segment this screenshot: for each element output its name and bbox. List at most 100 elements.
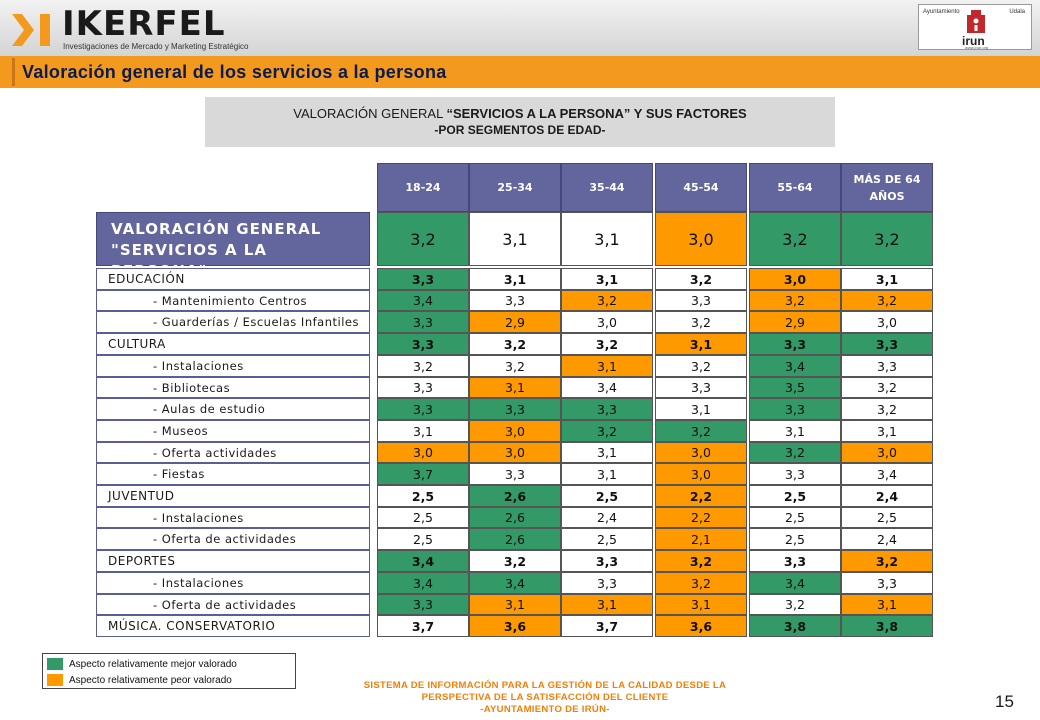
- value-cell: 3,4: [377, 290, 469, 311]
- overall-value-cell: 3,0: [655, 212, 747, 266]
- value-cell: 3,1: [841, 420, 933, 442]
- page-number: 15: [995, 692, 1014, 711]
- value-cell: 3,3: [377, 333, 469, 355]
- row-label: - Bibliotecas: [96, 377, 370, 398]
- row-label: - Instalaciones: [96, 572, 370, 594]
- value-cell: 2,9: [749, 311, 841, 333]
- column-header: 35-44: [561, 163, 653, 212]
- legend-swatch-orange: [47, 674, 63, 686]
- value-cell: 3,3: [377, 377, 469, 398]
- value-cell: 2,5: [841, 507, 933, 528]
- value-cell: 3,2: [841, 550, 933, 572]
- column-header: 18-24: [377, 163, 469, 212]
- value-cell: 3,0: [377, 442, 469, 463]
- value-cell: 3,1: [561, 442, 653, 463]
- value-cell: 3,3: [561, 572, 653, 594]
- legend-label-better: Aspecto relativamente mejor valorado: [69, 658, 237, 670]
- value-cell: 2,5: [561, 485, 653, 507]
- column-header-label: 18-24: [405, 181, 441, 194]
- value-cell: 2,5: [377, 507, 469, 528]
- value-cell: 3,2: [469, 355, 561, 377]
- value-cell: 3,2: [655, 572, 747, 594]
- value-cell: 3,1: [749, 420, 841, 442]
- row-label: - Aulas de estudio: [96, 398, 370, 420]
- irun-wordmark: irun: [962, 34, 985, 48]
- value-cell: 3,4: [377, 550, 469, 572]
- value-cell: 3,3: [749, 463, 841, 485]
- header-band: [0, 0, 1040, 56]
- footer-line1: SISTEMA DE INFORMACIÓN PARA LA GESTIÓN D…: [363, 680, 727, 691]
- subtitle-bold: “SERVICIOS A LA PERSONA” Y SUS FACTORES: [446, 106, 747, 121]
- footer-line3: -AYUNTAMIENTO DE IRÚN-: [480, 704, 610, 715]
- value-cell: 3,2: [655, 420, 747, 442]
- value-cell: 3,3: [841, 572, 933, 594]
- irun-label-left: Ayuntamiento: [923, 9, 960, 15]
- row-label: CULTURA: [96, 333, 370, 355]
- value-cell: 3,1: [561, 463, 653, 485]
- column-header: 55-64: [749, 163, 841, 212]
- value-cell: 2,4: [841, 528, 933, 550]
- value-cell: 3,3: [841, 333, 933, 355]
- value-cell: 2,6: [469, 485, 561, 507]
- value-cell: 3,2: [561, 420, 653, 442]
- value-cell: 3,0: [655, 463, 747, 485]
- overall-value-cell: 3,1: [469, 212, 561, 266]
- value-cell: 2,5: [561, 528, 653, 550]
- page-title: Valoración general de los servicios a la…: [22, 62, 447, 82]
- irun-label-right: Udala: [1009, 9, 1025, 15]
- value-cell: 3,3: [377, 594, 469, 615]
- value-cell: 2,5: [749, 528, 841, 550]
- subtitle-box: VALORACIÓN GENERAL “SERVICIOS A LA PERSO…: [205, 97, 835, 147]
- value-cell: 3,1: [841, 268, 933, 290]
- overall-value-cell: 3,1: [561, 212, 653, 266]
- value-cell: 2,2: [655, 485, 747, 507]
- value-cell: 3,0: [841, 442, 933, 463]
- irun-logo: Ayuntamiento Udala irun www.irun.org: [918, 4, 1032, 50]
- row-label: JUVENTUD: [96, 485, 370, 507]
- value-cell: 3,4: [561, 377, 653, 398]
- value-cell: 3,2: [655, 550, 747, 572]
- value-cell: 3,0: [841, 311, 933, 333]
- row-label: DEPORTES: [96, 550, 370, 572]
- ikerfel-tagline: Investigaciones de Mercado y Marketing E…: [63, 42, 249, 51]
- row-label: - Museos: [96, 420, 370, 442]
- row-label: - Instalaciones: [96, 355, 370, 377]
- value-cell: 3,2: [655, 268, 747, 290]
- overall-value-cell: 3,2: [377, 212, 469, 266]
- value-cell: 3,4: [749, 572, 841, 594]
- legend-item-better: Aspecto relativamente mejor valorado: [47, 657, 237, 671]
- value-cell: 3,1: [469, 594, 561, 615]
- column-header-label: MÁS DE 64: [853, 172, 921, 186]
- row-label: EDUCACIÓN: [96, 268, 370, 290]
- ikerfel-logo-text: IKERFEL: [62, 4, 226, 44]
- value-cell: 2,6: [469, 507, 561, 528]
- value-cell: 3,2: [749, 290, 841, 311]
- irun-crest-icon: [967, 10, 985, 33]
- value-cell: 2,1: [655, 528, 747, 550]
- value-cell: 2,4: [841, 485, 933, 507]
- row-label: - Oferta actividades: [96, 442, 370, 463]
- column-header-label: 45-54: [683, 181, 719, 194]
- value-cell: 3,0: [561, 311, 653, 333]
- footer: SISTEMA DE INFORMACIÓN PARA LA GESTIÓN D…: [300, 680, 790, 716]
- value-cell: 3,3: [469, 463, 561, 485]
- value-cell: 3,2: [469, 333, 561, 355]
- value-cell: 3,6: [469, 615, 561, 637]
- value-cell: 3,1: [561, 594, 653, 615]
- value-cell: 3,3: [377, 268, 469, 290]
- title-tab: [12, 58, 518, 86]
- value-cell: 3,1: [841, 594, 933, 615]
- value-cell: 3,1: [469, 377, 561, 398]
- value-cell: 3,1: [377, 420, 469, 442]
- irun-url: www.irun.org: [965, 45, 989, 50]
- column-header-label: AÑOS: [869, 189, 905, 203]
- value-cell: 3,3: [749, 333, 841, 355]
- column-header: 45-54: [655, 163, 747, 212]
- value-cell: 3,1: [561, 268, 653, 290]
- column-header: 25-34: [469, 163, 561, 212]
- legend-item-worse: Aspecto relativamente peor valorado: [47, 673, 232, 687]
- value-cell: 3,3: [469, 398, 561, 420]
- row-label: - Mantenimiento Centros: [96, 290, 370, 311]
- value-cell: 3,3: [749, 398, 841, 420]
- value-cell: 3,4: [841, 463, 933, 485]
